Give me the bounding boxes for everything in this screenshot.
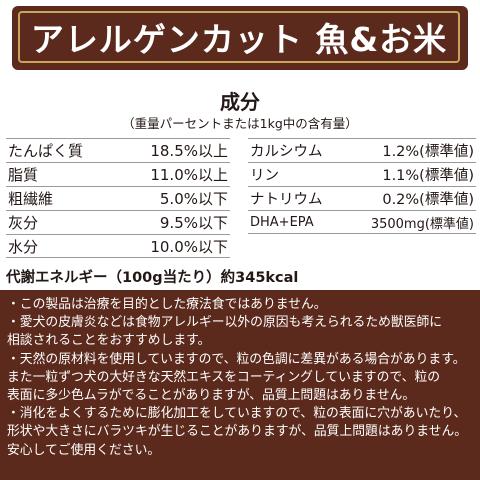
ingredients-heading: 成分 [220, 90, 260, 114]
nutrient-label: DHA+EPA [250, 214, 314, 230]
nutrient-value: 5.0%以下 [159, 190, 228, 208]
table-row: 水分 10.0%以下 [6, 234, 230, 258]
product-banner: アレルゲンカット 魚&お米 [0, 0, 480, 78]
note-line: ・消化をよくするために膨化加工をしていますので、粒の表面に穴があいたり、 [7, 406, 467, 422]
product-title: アレルゲンカット 魚&お米 [30, 20, 448, 59]
nutrient-value: 18.5%以上 [150, 142, 228, 160]
table-row: 脂質 11.0%以上 [6, 162, 230, 186]
nutrient-value: 3500mg(標準値) [370, 216, 474, 232]
note-line: ・この製品は治療を目的とした療法食ではありません。 [7, 297, 327, 312]
table-row: カルシウム 1.2%(標準値) [248, 138, 476, 162]
note-line: 形状や大きさにバラツキが生じることがありますが、品質上問題はありません。 [7, 424, 468, 440]
nutrient-value: 1.1%(標準値) [382, 168, 474, 184]
nutrient-label: ナトリウム [250, 192, 323, 208]
note-line: ・愛犬の皮膚炎などは食物アレルギー以外の原因も考えられるため獣医師に [7, 315, 443, 331]
banner-background [12, 6, 468, 70]
nutrient-label: 水分 [8, 237, 39, 256]
nutrient-label: たんぱく質 [8, 142, 84, 160]
nutrient-table-left: たんぱく質 18.5%以上 脂質 11.0%以上 粗繊維 5.0%以下 灰分 9… [6, 138, 230, 258]
nutrient-label: リン [250, 168, 279, 184]
note-line: 相談されることをおすすめします。 [7, 333, 211, 349]
note-line: ・天然の原材料を使用していますので、粒の色調に差異がある場合があります。 [7, 351, 466, 367]
nutrient-value: 11.0%以上 [150, 166, 228, 184]
nutrient-label: 粗繊維 [8, 190, 54, 208]
table-row: ナトリウム 0.2%(標準値) [248, 186, 476, 210]
caution-notes: ・この製品は治療を目的とした療法食ではありません。 ・愛犬の皮膚炎などは食物アレ… [0, 290, 480, 480]
nutrient-value: 0.2%(標準値) [382, 192, 474, 208]
table-row: 粗繊維 5.0%以下 [6, 186, 230, 210]
nutrient-label: カルシウム [250, 144, 323, 160]
nutrient-value: 9.5%以下 [159, 214, 228, 232]
table-row: 灰分 9.5%以下 [6, 210, 230, 234]
nutrient-value: 10.0%以下 [150, 237, 228, 256]
note-line: また一粒ずつ犬の大好きな天然エキスをコーティングしていますので、粒の [7, 369, 441, 385]
nutrient-label: 灰分 [8, 214, 39, 232]
table-row: DHA+EPA 3500mg(標準値) [248, 210, 476, 234]
note-line: 表面に多少色ムラがでることがありますが、品質上問題はありません。 [7, 388, 416, 404]
ingredients-subheading: （重量パーセントまたは1kg中の含有量） [122, 116, 358, 131]
table-row: たんぱく質 18.5%以上 [6, 138, 230, 162]
nutrient-value: 1.2%(標準値) [382, 144, 474, 160]
nutrient-table-right: カルシウム 1.2%(標準値) リン 1.1%(標準値) ナトリウム 0.2%(… [248, 138, 476, 234]
table-row: リン 1.1%(標準値) [248, 162, 476, 186]
note-line: 安心してご使用ください。 [7, 442, 161, 458]
nutrient-label: 脂質 [8, 166, 39, 184]
banner-gold-frame [18, 11, 460, 63]
metabolic-energy: 代謝エネルギー（100g当たり）約345kcal [6, 270, 299, 286]
